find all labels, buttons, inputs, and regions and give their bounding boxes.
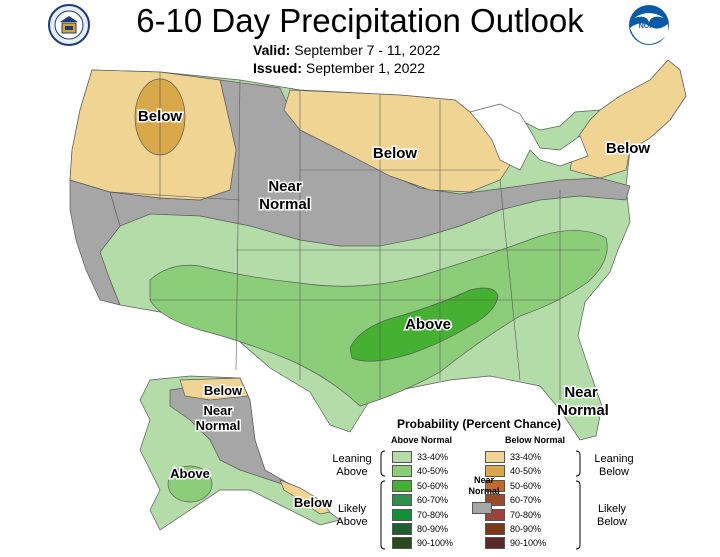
legend-above-range-label: 60-70% bbox=[417, 495, 449, 506]
legend-above-swatch bbox=[392, 451, 412, 463]
map-label-ak-near-line2: Normal bbox=[196, 418, 241, 433]
legend-below-swatch bbox=[485, 523, 505, 535]
map-label-near-normal-line2: Normal bbox=[259, 196, 311, 213]
legend-above-row: 40-50% bbox=[392, 464, 448, 478]
legend-above-range-label: 50-60% bbox=[417, 480, 449, 491]
legend-below-range-label: 80-90% bbox=[510, 524, 542, 534]
legend-above-row: 33-40% bbox=[392, 450, 448, 464]
legend-above-range-label: 40-50% bbox=[417, 466, 449, 477]
legend-above-header: Above Normal bbox=[391, 435, 453, 445]
legend-below-header: Below Normal bbox=[505, 435, 566, 445]
legend-above-row: 60-70% bbox=[392, 493, 448, 507]
legend-above-swatch bbox=[392, 494, 412, 507]
legend-above-swatch bbox=[392, 537, 412, 550]
legend-above-swatch bbox=[392, 465, 412, 478]
map-label-ne-below: Below bbox=[606, 140, 651, 157]
legend-above-swatch bbox=[392, 479, 412, 492]
issued-line: Issued: September 1, 2022 bbox=[253, 60, 425, 76]
map-label-se-near-line2: Normal bbox=[557, 402, 609, 419]
legend-likely-below-label: Likely Below bbox=[597, 503, 627, 528]
map-label-ak-above: Above bbox=[170, 466, 210, 481]
west-coast-near-normal-region bbox=[69, 179, 121, 306]
legend-below-range-label: 70-80% bbox=[510, 509, 542, 520]
legend-below-row: 40-50% bbox=[485, 464, 541, 478]
legend-above-range-label: 33-40% bbox=[417, 452, 449, 462]
legend-above-row: 80-90% bbox=[392, 522, 448, 536]
noaa-logo-icon: NOAA bbox=[629, 5, 669, 45]
legend-below-swatch bbox=[485, 465, 505, 478]
map-label-ak-near-line1: Near bbox=[204, 403, 233, 418]
legend-title: Probability (Percent Chance) bbox=[397, 417, 562, 431]
great-lakes bbox=[469, 103, 589, 171]
legend-below-row: 70-80% bbox=[485, 508, 541, 522]
legend-below-row: 90-100% bbox=[485, 536, 546, 550]
legend-below-swatch bbox=[485, 451, 505, 463]
legend-below-range-label: 50-60% bbox=[510, 480, 542, 491]
legend-above-row: 90-100% bbox=[392, 536, 453, 550]
valid-dates: September 7 - 11, 2022 bbox=[294, 42, 441, 58]
legend-below-swatch bbox=[485, 479, 505, 492]
issued-date: September 1, 2022 bbox=[305, 60, 425, 76]
legend-near-normal-label: Near Normal bbox=[468, 475, 500, 496]
state-boundaries bbox=[109, 72, 600, 400]
svg-text:NOAA: NOAA bbox=[639, 23, 660, 30]
legend-above-row: 50-60% bbox=[392, 479, 448, 493]
legend-below-row: 80-90% bbox=[485, 522, 541, 536]
legend-leaning-above-label: Leaning Above bbox=[332, 453, 372, 478]
legend-above-range-label: 90-100% bbox=[417, 538, 454, 549]
legend-below-swatch bbox=[485, 537, 505, 550]
map-label-north-below: Below bbox=[373, 145, 418, 162]
legend-above-row: 70-80% bbox=[392, 508, 448, 522]
map-label-near-normal-line1: Near bbox=[268, 178, 302, 195]
alaska-near-normal-region bbox=[169, 379, 301, 491]
alaska-below-south-region bbox=[279, 479, 331, 515]
map-label-se-near-line1: Near bbox=[564, 384, 598, 401]
map-label-above: Above bbox=[405, 316, 451, 333]
alaska-above-40-50-region bbox=[167, 465, 213, 503]
valid-line: Valid: September 7 - 11, 2022 bbox=[253, 42, 440, 58]
legend-above-swatch bbox=[392, 508, 412, 521]
legend-above-swatch bbox=[392, 523, 412, 535]
legend-likely-above-label: Likely Above bbox=[336, 503, 368, 528]
legend-below-range-label: 90-100% bbox=[510, 538, 547, 549]
valid-label: Valid: bbox=[253, 42, 291, 58]
legend-below-range-label: 40-50% bbox=[510, 466, 542, 477]
legend-above-range-label: 70-80% bbox=[417, 509, 449, 520]
conus-above-50-60-region bbox=[349, 287, 499, 362]
department-of-commerce-seal-icon bbox=[48, 4, 90, 46]
legend-near-normal-swatch bbox=[472, 502, 492, 514]
alaska-below-north-region bbox=[179, 377, 249, 401]
map-label-nw-below: Below bbox=[138, 108, 183, 125]
legend-leaning-below-label: Leaning Below bbox=[594, 453, 634, 478]
legend-below-row: 33-40% bbox=[485, 450, 541, 464]
legend-above-range-label: 80-90% bbox=[417, 524, 449, 534]
page-title: 6-10 Day Precipitation Outlook bbox=[136, 2, 584, 39]
legend-below-range-label: 33-40% bbox=[510, 452, 542, 462]
issued-label: Issued: bbox=[253, 60, 303, 76]
legend-below-range-label: 60-70% bbox=[510, 495, 542, 506]
map-label-ak-below-south: Below bbox=[294, 495, 333, 510]
legend-below-row: 50-60% bbox=[485, 479, 541, 493]
map-label-ak-below-north: Below bbox=[204, 383, 243, 398]
